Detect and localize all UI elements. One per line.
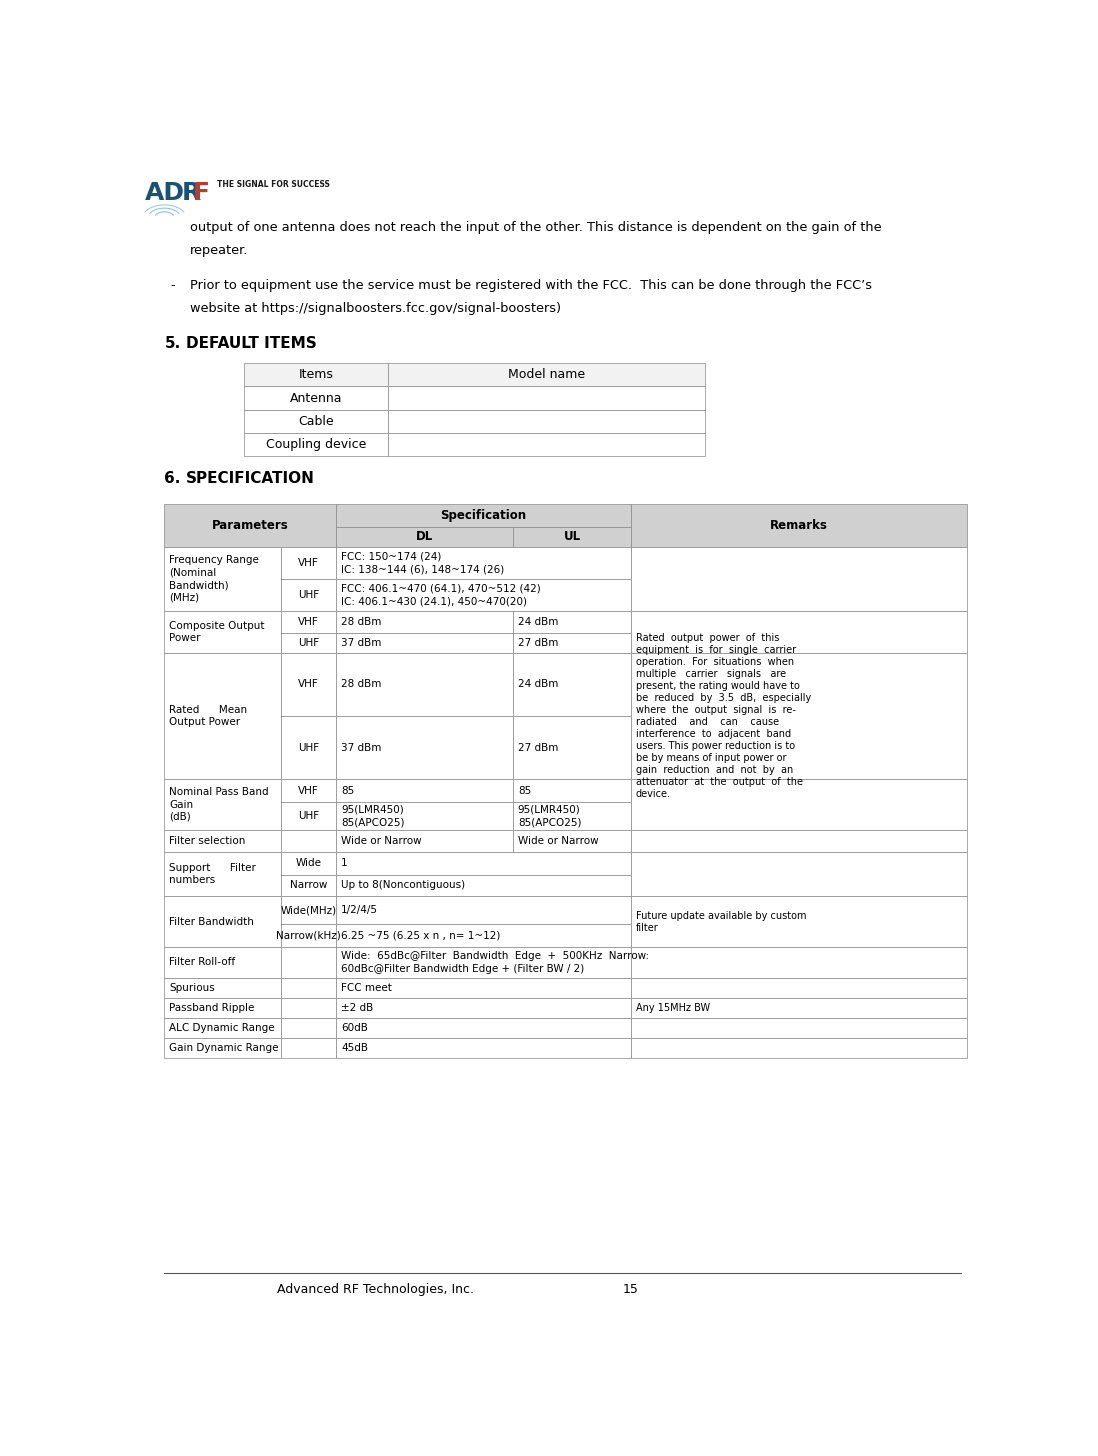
Bar <box>281 779 336 802</box>
Text: 6.: 6. <box>165 472 181 486</box>
Bar <box>281 978 336 997</box>
Bar <box>165 978 281 997</box>
Bar <box>631 997 967 1018</box>
Text: Spurious: Spurious <box>169 983 215 993</box>
Text: 24 dBm: 24 dBm <box>518 680 558 690</box>
Bar <box>631 978 967 997</box>
Text: Narrow: Narrow <box>290 881 327 891</box>
Text: 27 dBm: 27 dBm <box>518 743 558 753</box>
Bar <box>281 1038 336 1059</box>
Bar <box>281 852 336 875</box>
Bar <box>336 527 513 546</box>
Text: UL: UL <box>563 530 581 543</box>
Text: Future update available by custom
filter: Future update available by custom filter <box>636 910 806 933</box>
Bar <box>244 409 388 432</box>
Text: Gain Dynamic Range: Gain Dynamic Range <box>169 1042 279 1053</box>
Bar <box>281 802 336 830</box>
Text: 24 dBm: 24 dBm <box>518 617 558 628</box>
Bar <box>513 633 631 652</box>
Bar <box>513 802 631 830</box>
Text: F: F <box>193 181 210 205</box>
Text: Parameters: Parameters <box>212 518 289 531</box>
Text: repeater.: repeater. <box>190 245 248 258</box>
Bar <box>513 830 631 852</box>
Bar <box>388 409 705 432</box>
Bar <box>513 652 631 716</box>
Bar <box>631 1018 967 1038</box>
Text: Advanced RF Technologies, Inc.: Advanced RF Technologies, Inc. <box>277 1283 474 1296</box>
Bar <box>281 946 336 978</box>
Bar <box>281 546 336 579</box>
Text: SPECIFICATION: SPECIFICATION <box>186 472 315 486</box>
Bar <box>281 830 336 852</box>
Text: DL: DL <box>416 530 434 543</box>
Bar <box>336 633 513 652</box>
Text: AD: AD <box>145 181 184 205</box>
Bar <box>631 897 967 946</box>
Text: Composite Output
Power: Composite Output Power <box>169 620 265 644</box>
Bar <box>165 652 281 779</box>
Bar <box>281 897 336 925</box>
Bar <box>336 716 513 779</box>
Bar <box>165 779 281 830</box>
Bar <box>336 875 631 897</box>
Text: website at https://signalboosters.fcc.gov/signal-boosters): website at https://signalboosters.fcc.go… <box>190 301 561 314</box>
Text: Wide or Narrow: Wide or Narrow <box>518 836 598 846</box>
Bar <box>336 925 631 946</box>
Text: Filter selection: Filter selection <box>169 836 245 846</box>
Text: FCC: 150~174 (24)
IC: 138~144 (6), 148~174 (26): FCC: 150~174 (24) IC: 138~144 (6), 148~1… <box>341 552 504 574</box>
Text: 85: 85 <box>341 786 355 796</box>
Bar <box>631 830 967 852</box>
Text: Filter Roll-off: Filter Roll-off <box>169 958 235 967</box>
Bar <box>165 946 281 978</box>
Bar <box>281 716 336 779</box>
Text: Cable: Cable <box>298 415 334 428</box>
Text: 37 dBm: 37 dBm <box>341 638 381 648</box>
Bar <box>631 546 967 612</box>
Text: VHF: VHF <box>299 617 318 628</box>
Bar <box>336 852 631 875</box>
Text: 5.: 5. <box>165 336 181 351</box>
Bar <box>336 504 631 527</box>
Text: Wide:  65dBc@Filter  Bandwidth  Edge  +  500KHz  Narrow:
60dBc@Filter Bandwidth : Wide: 65dBc@Filter Bandwidth Edge + 500K… <box>341 951 649 974</box>
Text: -: - <box>170 278 176 291</box>
Bar <box>336 997 631 1018</box>
Text: Any 15MHz BW: Any 15MHz BW <box>636 1003 709 1013</box>
Bar <box>336 830 513 852</box>
Text: VHF: VHF <box>299 680 318 690</box>
Bar <box>336 946 631 978</box>
Bar <box>244 364 388 386</box>
Bar <box>336 612 513 633</box>
Text: 95(LMR450)
85(APCO25): 95(LMR450) 85(APCO25) <box>341 805 404 827</box>
Text: Wide or Narrow: Wide or Narrow <box>341 836 422 846</box>
Bar <box>244 386 388 409</box>
Text: Filter Bandwidth: Filter Bandwidth <box>169 917 254 926</box>
Bar <box>388 364 705 386</box>
Bar <box>336 579 631 612</box>
Text: Wide(MHz): Wide(MHz) <box>280 906 337 914</box>
Bar <box>513 779 631 802</box>
Bar <box>631 852 967 897</box>
Text: UHF: UHF <box>298 638 320 648</box>
Text: 1/2/4/5: 1/2/4/5 <box>341 906 378 914</box>
Text: Coupling device: Coupling device <box>266 438 366 451</box>
Text: FCC: 406.1~470 (64.1), 470~512 (42)
IC: 406.1~430 (24.1), 450~470(20): FCC: 406.1~470 (64.1), 470~512 (42) IC: … <box>341 584 541 606</box>
Text: Nominal Pass Band
Gain
(dB): Nominal Pass Band Gain (dB) <box>169 788 269 823</box>
Bar <box>165 546 281 612</box>
Bar <box>336 546 631 579</box>
Bar <box>281 612 336 633</box>
Text: DEFAULT ITEMS: DEFAULT ITEMS <box>186 336 317 351</box>
Text: 95(LMR450)
85(APCO25): 95(LMR450) 85(APCO25) <box>518 805 581 827</box>
Bar <box>281 579 336 612</box>
Bar <box>336 652 513 716</box>
Text: 1: 1 <box>341 858 348 868</box>
Bar <box>281 652 336 716</box>
Bar <box>388 432 705 456</box>
Text: Items: Items <box>299 368 334 381</box>
Bar <box>165 504 336 546</box>
Text: UHF: UHF <box>298 811 320 821</box>
Text: Rated  output  power  of  this
equipment  is  for  single  carrier
operation.  F: Rated output power of this equipment is … <box>636 633 810 799</box>
Text: Remarks: Remarks <box>770 518 828 531</box>
Text: Model name: Model name <box>508 368 585 381</box>
Bar <box>165 612 281 652</box>
